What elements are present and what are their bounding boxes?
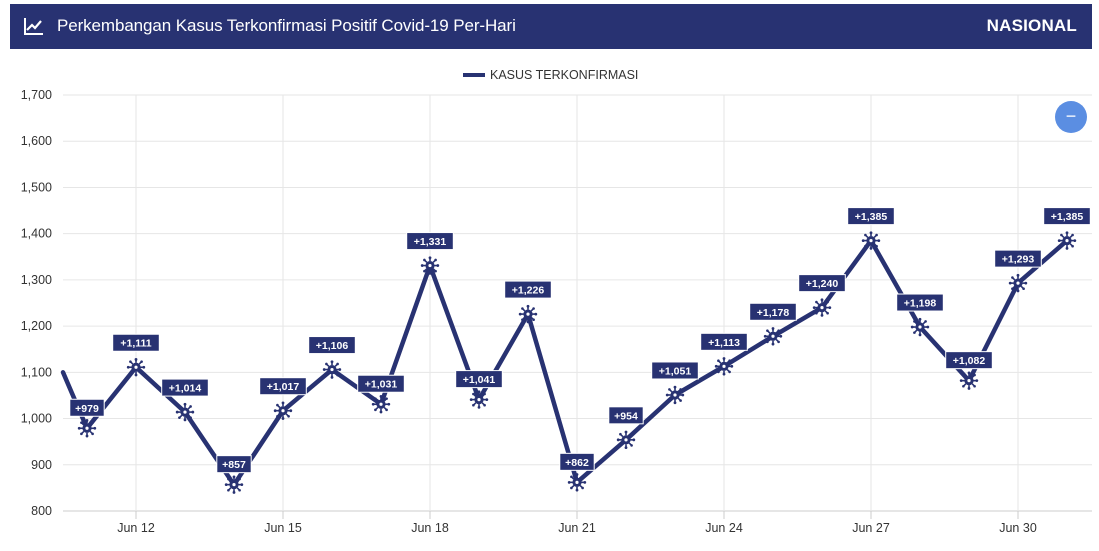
data-point-marker[interactable] [468,389,490,410]
data-label-box [651,361,699,380]
data-point-marker[interactable] [664,384,686,405]
data-label: +1,198 [904,298,937,310]
legend-swatch [463,73,485,77]
data-label-box [69,398,105,417]
data-point-marker[interactable] [419,255,441,276]
data-point-marker[interactable] [517,304,539,325]
trending-up-icon [24,18,43,35]
data-label: +1,017 [267,381,300,393]
data-label: +954 [614,410,638,422]
data-point-marker[interactable] [1057,230,1077,251]
data-label: +1,051 [659,365,692,377]
data-point-marker[interactable] [811,297,833,318]
data-label: +862 [565,457,589,469]
data-point-marker[interactable] [958,370,980,391]
chart-legend[interactable]: KASUS TERKONFIRMASI [463,66,638,84]
data-label-box [216,455,252,474]
data-label-box [504,280,552,299]
data-label-box [455,370,503,389]
y-tick-label: 1,200 [21,319,52,333]
data-label: +1,178 [757,307,790,319]
data-label: +857 [222,459,246,471]
legend-label: KASUS TERKONFIRMASI [490,68,639,82]
scope-label: NASIONAL [986,16,1077,35]
data-label-box [559,452,595,471]
data-point-marker[interactable] [126,357,146,378]
y-tick-label: 1,700 [21,88,52,102]
y-tick-label: 1,400 [21,227,52,241]
data-point-marker[interactable] [615,429,637,450]
data-label-box [608,406,644,425]
data-point-marker[interactable] [860,230,882,251]
zoom-out-button[interactable]: − [1055,101,1087,133]
x-tick-label: Jun 30 [999,521,1037,535]
data-label: +1,293 [1002,254,1035,266]
chart-title: Perkembangan Kasus Terkonfirmasi Positif… [57,16,516,35]
y-tick-label: 900 [31,458,52,472]
data-point-marker[interactable] [321,359,343,380]
data-label: +1,385 [1051,211,1084,223]
data-label: +1,226 [512,285,545,297]
data-point-marker[interactable] [1007,273,1028,294]
data-label: +1,082 [953,355,986,367]
data-label-box [798,274,846,293]
data-point-marker[interactable] [909,317,931,338]
data-label: +1,031 [365,379,398,391]
data-label: +1,041 [463,374,496,386]
data-label: +1,113 [708,337,740,349]
y-tick-label: 800 [31,504,52,518]
data-point-marker[interactable] [175,402,195,423]
data-label-box [308,336,356,355]
data-point-marker[interactable] [224,474,244,495]
data-label-box [161,378,209,397]
data-label: +1,385 [855,211,888,223]
y-tick-label: 1,300 [21,273,52,287]
data-point-marker[interactable] [77,418,97,439]
data-label: +1,014 [169,383,202,395]
data-label-box [749,302,797,321]
chart-header: Perkembangan Kasus Terkonfirmasi Positif… [10,4,1092,49]
data-label-box [896,293,944,312]
x-tick-label: Jun 12 [117,521,155,535]
minus-icon: − [1065,106,1077,126]
x-tick-label: Jun 18 [411,521,449,535]
y-tick-label: 1,600 [21,134,52,148]
y-tick-label: 1,100 [21,365,52,379]
series-line [60,238,1070,487]
x-tick-label: Jun 15 [264,521,302,535]
x-tick-label: Jun 24 [705,521,743,535]
data-label: +979 [75,403,99,415]
data-label-box [700,332,748,351]
data-label-box [259,377,307,396]
data-label: +1,111 [120,338,151,350]
data-label: +1,240 [806,278,839,290]
x-tick-label: Jun 21 [558,521,596,535]
data-label-box [994,249,1042,268]
data-label: +1,331 [414,236,447,248]
data-label-box [112,333,160,352]
data-point-marker[interactable] [272,400,294,421]
y-tick-label: 1,500 [21,180,52,194]
data-point-marker[interactable] [713,356,735,377]
x-tick-label: Jun 27 [852,521,890,535]
data-label-box [357,374,405,393]
y-tick-label: 1,000 [21,412,52,426]
data-label-box [406,232,454,251]
data-label-box [945,351,993,370]
data-label: +1,106 [316,340,349,352]
data-point-marker[interactable] [566,472,588,493]
data-label-box [1043,207,1091,226]
data-label-box [847,207,895,226]
data-point-marker[interactable] [762,326,784,347]
data-point-marker[interactable] [370,394,392,415]
